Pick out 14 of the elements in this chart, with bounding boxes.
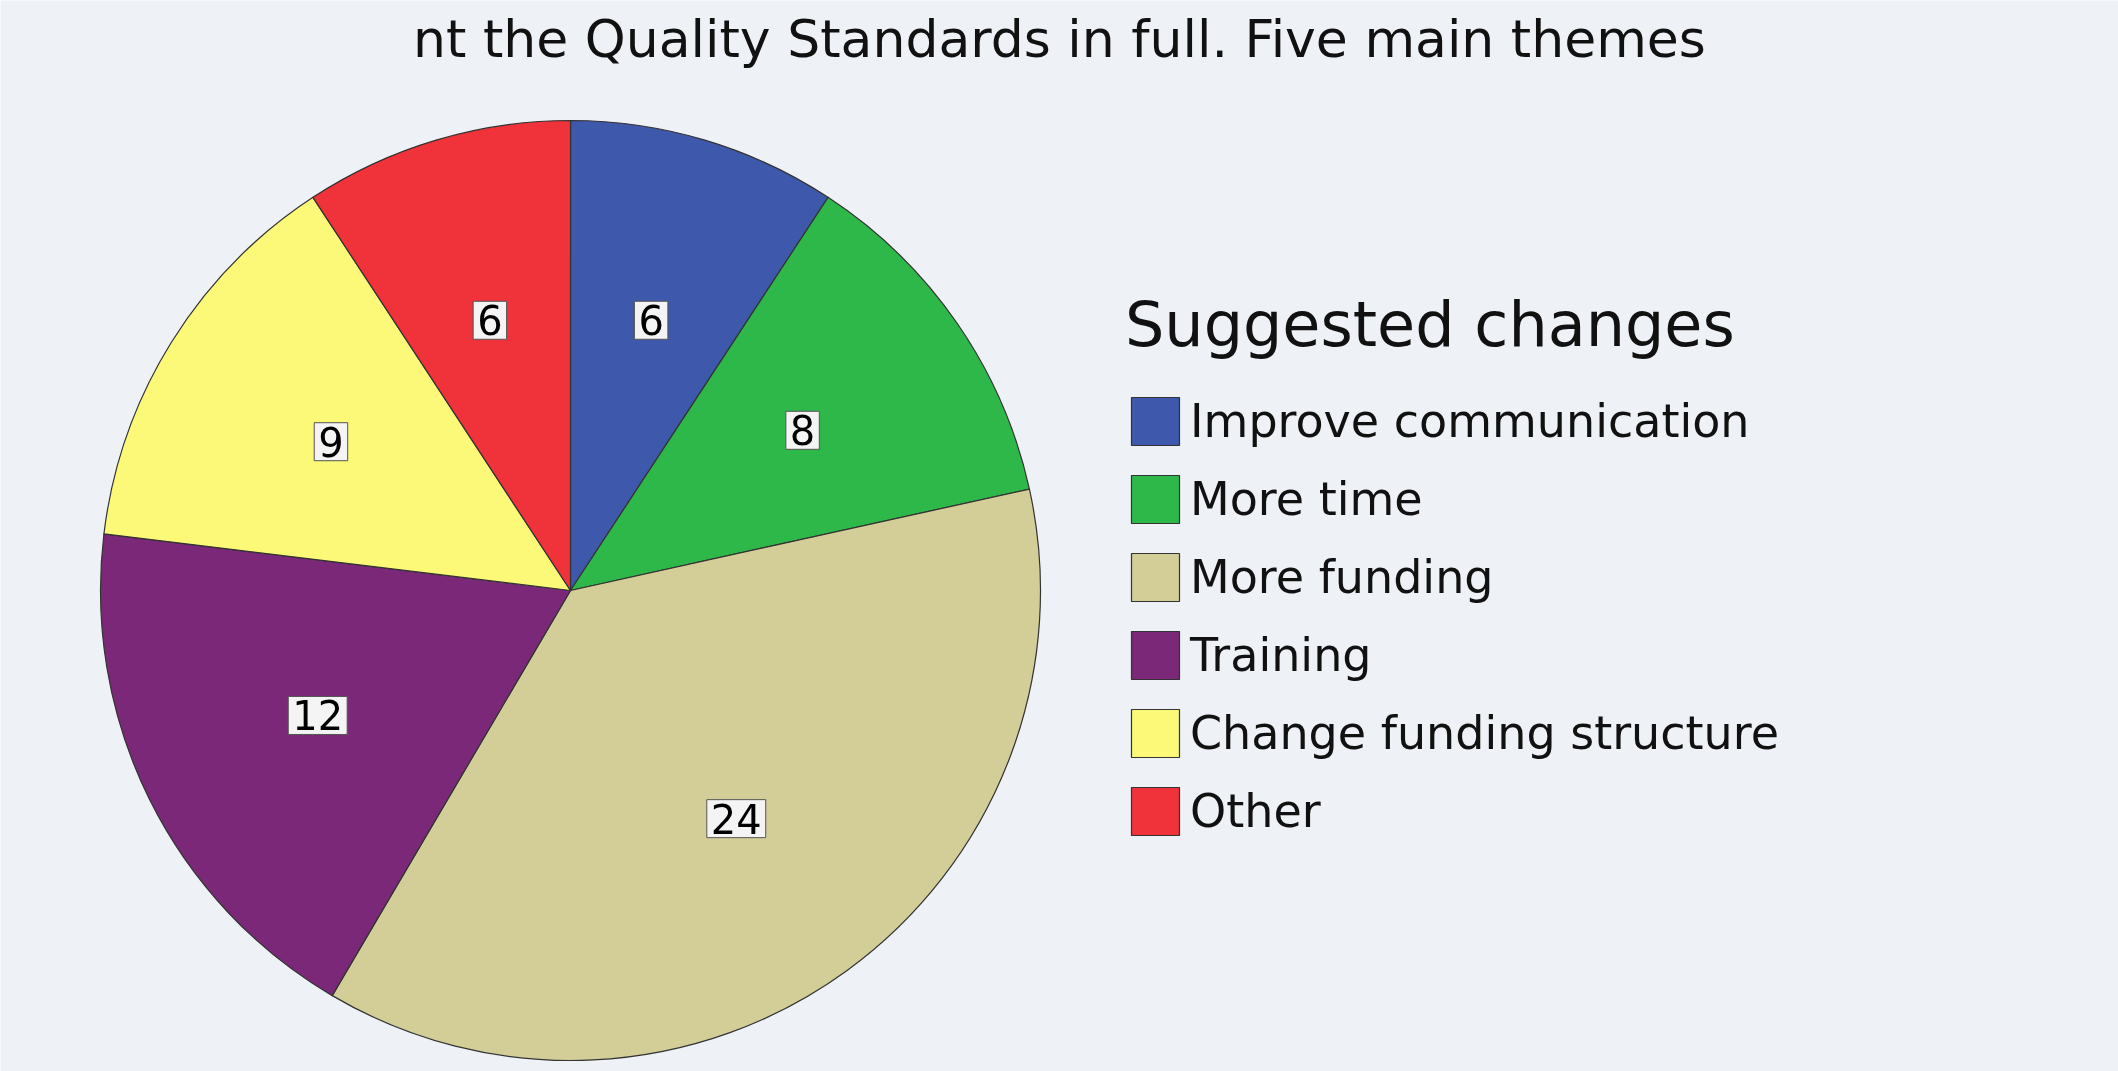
data-label: 8: [789, 408, 816, 455]
legend-label: More funding: [1190, 549, 1494, 606]
legend-label: Other: [1190, 783, 1321, 840]
data-label: 12: [292, 693, 344, 740]
legend-label: Improve communication: [1190, 393, 1750, 450]
legend-label: Training: [1190, 627, 1372, 684]
data-label: 9: [318, 419, 344, 466]
text: nt the Quality Standards in full. Five main themes: [413, 8, 1706, 69]
legend-label: Change funding structure: [1190, 705, 1779, 762]
data-label: 24: [710, 796, 762, 843]
data-label: 6: [638, 298, 664, 345]
legend-title: Suggested changes: [1125, 288, 1736, 361]
legend-label: More time: [1190, 471, 1423, 528]
data-label: 6: [477, 298, 503, 345]
